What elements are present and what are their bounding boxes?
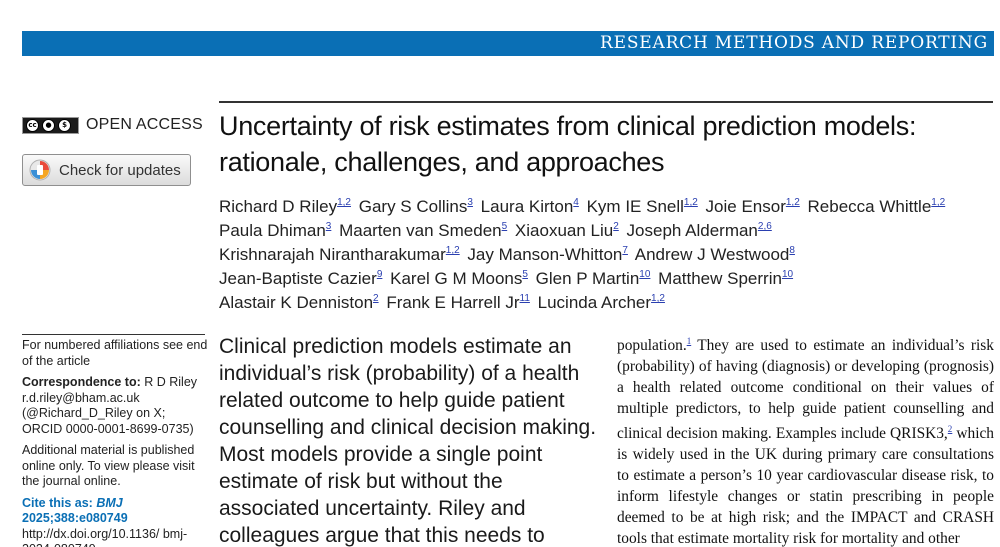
author: Joie Ensor1,2	[705, 197, 800, 216]
author: Kym IE Snell1,2	[586, 197, 698, 216]
author: Frank E Harrell Jr11	[386, 293, 530, 312]
article-sidebar: For numbered affiliations see end of the…	[22, 338, 208, 547]
check-for-updates-button[interactable]: Check for updates	[22, 154, 191, 186]
reference-link[interactable]: 2	[947, 424, 953, 435]
title-rule	[219, 101, 993, 103]
author: Xiaoxuan Liu2	[514, 221, 619, 240]
body-text-column: population.1 They are used to estimate a…	[617, 331, 994, 547]
author: Lucinda Archer1,2	[537, 293, 665, 312]
section-banner: RESEARCH METHODS AND REPORTING	[22, 31, 994, 56]
author: Andrew J Westwood8	[634, 245, 795, 264]
correspondence: Correspondence to: R D Riley r.d.riley@b…	[22, 375, 208, 437]
additional-material-note: Additional material is published online …	[22, 443, 195, 488]
affiliation-link[interactable]: 11	[519, 293, 530, 304]
affiliation-link[interactable]: 8	[789, 245, 795, 256]
cite-ref: 2025;388:e080749	[22, 511, 128, 525]
author: Paula Dhiman3	[219, 221, 332, 240]
affiliation-link[interactable]: 9	[376, 269, 383, 280]
affiliation-link[interactable]: 3	[467, 197, 473, 208]
by-icon: ●	[42, 118, 55, 132]
affiliation-link[interactable]: 7	[622, 245, 628, 256]
body-text: which is widely used in the UK during pr…	[617, 425, 995, 547]
affiliation-link[interactable]: 4	[573, 197, 579, 208]
doi-link[interactable]: http://dx.doi.org/10.1136/ bmj-2024-0807…	[22, 526, 188, 547]
affiliation-link[interactable]: 1,2	[683, 197, 698, 208]
affiliation-link[interactable]: 5	[501, 221, 508, 232]
affiliation-link[interactable]: 10	[781, 269, 794, 280]
affiliations-note: For numbered affiliations see end of the…	[22, 338, 208, 368]
correspondence-text[interactable]: R D Riley r.d.riley@bham.ac.uk (@Richard…	[22, 375, 198, 436]
cc-icon: cc	[26, 118, 39, 132]
open-access-label: OPEN ACCESS	[86, 116, 203, 133]
affiliation-link[interactable]: 10	[639, 269, 651, 280]
crossmark-icon	[29, 159, 51, 181]
author: Alastair K Denniston2	[219, 293, 379, 312]
affiliation-link[interactable]: 1,2	[445, 245, 460, 256]
author: Richard D Riley1,2	[219, 197, 351, 216]
author: Gary S Collins3	[358, 197, 473, 216]
affiliation-link[interactable]: 2	[373, 293, 379, 304]
nc-icon: $	[58, 118, 71, 132]
affiliation-link[interactable]: 1,2	[337, 197, 351, 208]
body-text: They are used to estimate an individual’…	[617, 337, 994, 443]
citation: Cite this as: BMJ 2025;388:e080749 http:/…	[22, 496, 208, 547]
affiliation-link[interactable]: 5	[522, 269, 528, 280]
body-text: population.	[617, 337, 687, 355]
author: Maarten van Smeden5	[339, 221, 508, 240]
cite-label: Cite this as:	[22, 495, 97, 510]
author: Jean-Baptiste Cazier9	[219, 269, 383, 288]
open-access-row: cc ● $ OPEN ACCESS	[22, 114, 203, 136]
author: Glen P Martin10	[535, 269, 651, 288]
affiliation-link[interactable]: 1,2	[931, 197, 946, 208]
standfirst-abstract: Clinical prediction models estimate an i…	[219, 335, 597, 547]
author: Krishnarajah Nirantharakumar1,2	[219, 245, 460, 264]
author: Jay Manson-Whitton7	[467, 245, 628, 264]
affiliation-link[interactable]: 1,2	[651, 293, 665, 304]
affiliation-link[interactable]: 2,6	[757, 221, 772, 232]
check-for-updates-label: Check for updates	[59, 161, 181, 179]
affiliation-link[interactable]: 3	[325, 221, 332, 232]
affiliation-link[interactable]: 2	[613, 221, 619, 232]
affiliation-link[interactable]: 1,2	[785, 197, 800, 208]
article-title: Uncertainty of risk estimates from clini…	[219, 108, 989, 180]
author: Laura Kirton4	[480, 197, 579, 216]
title-line-2: rationale, challenges, and approaches	[219, 147, 665, 177]
author-list: Richard D Riley1,2 Gary S Collins3 Laura…	[219, 195, 994, 315]
correspondence-label: Correspondence to:	[22, 375, 141, 389]
creative-commons-icon[interactable]: cc ● $	[22, 116, 79, 134]
author: Matthew Sperrin10	[658, 269, 794, 288]
author: Karel G M Moons5	[390, 269, 528, 288]
sidebar-rule	[22, 334, 205, 335]
cite-journal: BMJ	[96, 495, 123, 510]
reference-link[interactable]: 1	[686, 336, 692, 346]
author: Rebecca Whittle1,2	[807, 197, 946, 216]
title-line-1: Uncertainty of risk estimates from clini…	[219, 111, 917, 141]
author: Joseph Alderman2,6	[626, 221, 772, 240]
